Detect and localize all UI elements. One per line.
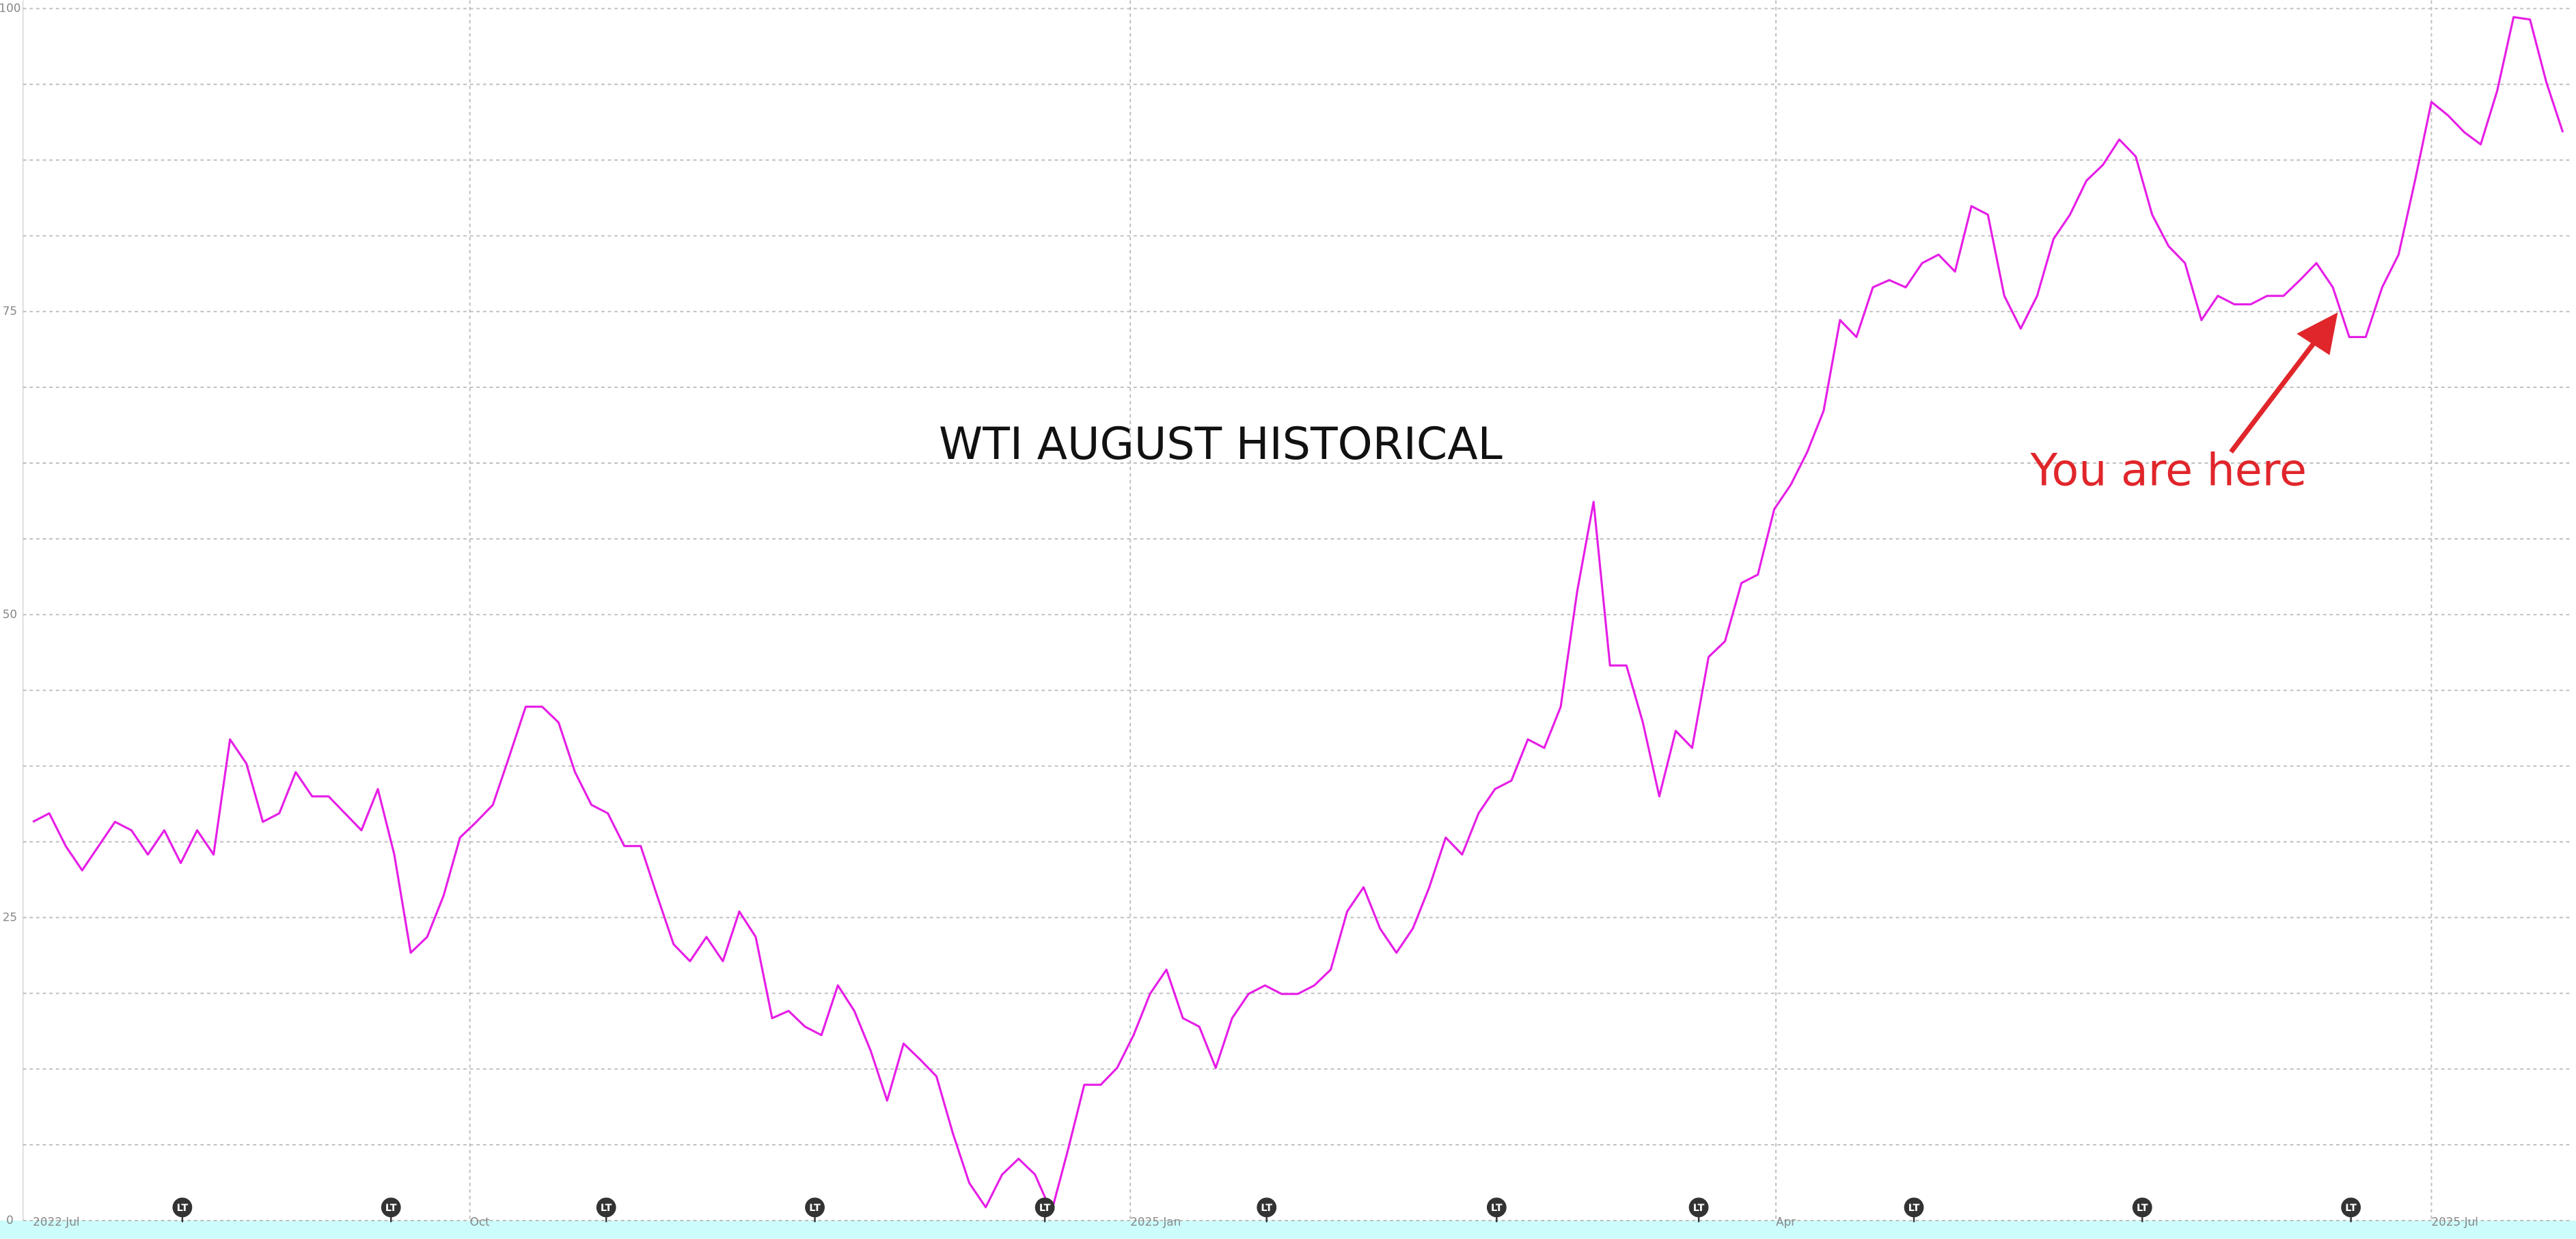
x-tick-label: 2022 Jul [33,1214,79,1228]
event-marker [1688,1197,1709,1218]
event-marker [805,1197,825,1218]
event-marker [1486,1197,1507,1218]
y-tick-label: 50 [3,607,17,621]
event-marker [172,1197,193,1218]
x-tick-label: Oct [470,1214,490,1228]
chart-title: WTI AUGUST HISTORICAL [939,419,1503,470]
event-marker-label: LT [1908,1203,1920,1214]
event-marker-label: LT [601,1203,612,1214]
event-marker-label: LT [1693,1203,1705,1214]
y-tick-label: 100 [0,1,20,15]
data-line [32,16,2564,1214]
event-marker-label: LT [2345,1203,2357,1214]
event-marker [381,1197,401,1218]
annotation-arrow [2229,312,2338,454]
event-marker-label: LT [177,1203,189,1214]
x-tick-label: Apr [1776,1214,1796,1228]
event-marker-label: LT [385,1203,397,1214]
event-marker-label: LT [1039,1203,1051,1214]
event-marker-label: LT [809,1203,821,1214]
y-tick-label: 75 [3,304,17,318]
event-marker [2341,1197,2361,1218]
y-tick-label: 0 [6,1213,14,1227]
event-marker [596,1197,616,1218]
event-marker [1257,1197,1277,1218]
event-marker [1034,1197,1055,1218]
x-tick-label: 2025 Jul [2431,1214,2478,1228]
event-marker-label: LT [2137,1203,2148,1214]
annotation: You are here [2030,445,2307,497]
event-marker-label: LT [1261,1203,1272,1214]
y-tick-label: 25 [3,910,17,923]
scroll-strip [0,1220,2576,1239]
event-marker [1904,1197,1924,1218]
event-marker-label: LT [1491,1203,1503,1214]
event-marker [2132,1197,2152,1218]
x-tick-label: 2025 Jan [1130,1214,1181,1228]
